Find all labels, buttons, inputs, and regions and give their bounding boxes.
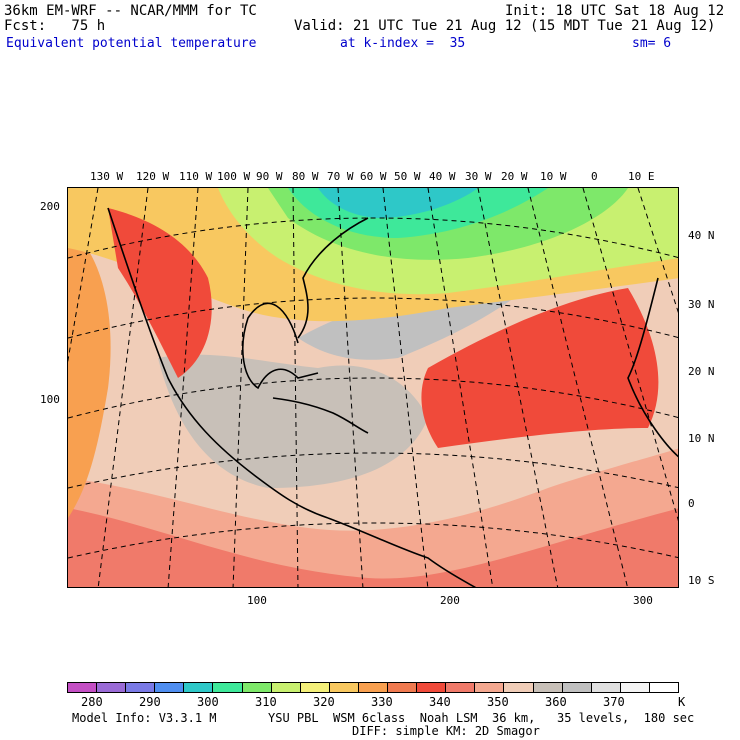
colorbar-label: 290 [139,695,161,709]
grid-x-label: 100 [247,594,267,607]
colorbar-swatch [504,683,534,692]
south-america-outline [327,517,477,587]
lon-label: 40 W [429,170,456,183]
colorbar-swatch [358,683,389,692]
colorbar-label: 330 [371,695,393,709]
forecast-hour: Fcst: 75 h [4,18,106,34]
lat-label: 10 N [688,432,715,445]
lon-label: 0 [591,170,598,183]
lon-label: 130 W [90,170,124,183]
colorbar-swatch [213,683,243,692]
colorbar-label: 350 [487,695,509,709]
colorbar-swatch [417,683,447,692]
grid-y-label: 100 [40,393,60,406]
colorbar-swatch [155,683,185,692]
colorbar-swatch [388,683,418,692]
colorbar-swatch [591,683,621,692]
lon-label: 120 W [136,170,170,183]
lon-label: 70 W [327,170,354,183]
colorbar-swatch [620,683,650,692]
colorbar-label: 360 [545,695,567,709]
colorbar [67,682,679,693]
colorbar-swatch [68,683,98,692]
lat-label: 30 N [688,298,715,311]
coastlines [107,207,678,587]
init-time: Init: 18 UTC Sat 18 Aug 12 [505,3,725,19]
lon-label: 10 W [540,170,567,183]
colorbar-swatch [300,683,330,692]
gulf-coast-outline [242,302,319,390]
model-title: 36km EM-WRF -- NCAR/MMM for TC [4,3,257,19]
colorbar-swatch [446,683,476,692]
us-interior-warm [108,208,212,378]
lon-label: 10 E [628,170,655,183]
lon-label: 60 W [360,170,387,183]
colorbar-swatch [126,683,156,692]
pacific-warm-region [68,228,111,518]
lon-label: 30 W [465,170,492,183]
diffusion-info: DIFF: simple KM: 2D Smagor [352,724,540,738]
atlantic-coast-outline [297,217,369,339]
lon-label: 110 W [179,170,213,183]
atlantic-warm-swath [421,288,659,448]
smoothing-info: sm= 6 [632,36,672,51]
africa-europe-outline [627,277,678,458]
colorbar-swatch [184,683,214,692]
colorbar-swatch [271,683,301,692]
colorbar-swatch [242,683,272,692]
grid-y-label: 200 [40,200,60,213]
lon-label: 20 W [501,170,528,183]
colorbar-swatch [475,683,505,692]
lat-label: 10 S [688,574,715,587]
colorbar-swatch [562,683,592,692]
coldest-band [318,188,478,218]
lon-label: 100 W [217,170,251,183]
lon-label: 90 W [256,170,283,183]
colorbar-swatch [649,683,678,692]
colorbar-label: 280 [81,695,103,709]
graticule [68,188,678,587]
grid-x-label: 300 [633,594,653,607]
colorbar-label: 320 [313,695,335,709]
colorbar-label: 340 [429,695,451,709]
colorbar-unit: K [678,695,686,709]
field-name: Equivalent potential temperature [6,36,257,51]
colorbar-swatch [533,683,563,692]
colorbar-swatch [97,683,127,692]
lat-label: 40 N [688,229,715,242]
colorbar-label: 300 [197,695,219,709]
greater-antilles-outline [272,397,369,434]
map-panel [67,187,679,588]
west-coast-outline [107,207,329,519]
subtropical-dry-band [298,288,528,360]
lon-label: 50 W [394,170,421,183]
lat-label: 20 N [688,365,715,378]
model-info: Model Info: V3.3.1 M [72,711,217,725]
colorbar-label: 370 [603,695,625,709]
colorbar-label: 310 [255,695,277,709]
grid-x-label: 200 [440,594,460,607]
lon-label: 80 W [292,170,319,183]
valid-time: Valid: 21 UTC Tue 21 Aug 12 (15 MDT Tue … [294,18,716,34]
theta-e-map [68,188,678,587]
lat-label: 0 [688,497,695,510]
physics-info: YSU PBL WSM 6class Noah LSM 36 km, 35 le… [268,711,695,725]
level-info: at k-index = 35 [340,36,466,51]
caribbean-dry-region [158,354,428,488]
southern-moist-band-core [68,508,678,587]
colorbar-swatch [329,683,359,692]
